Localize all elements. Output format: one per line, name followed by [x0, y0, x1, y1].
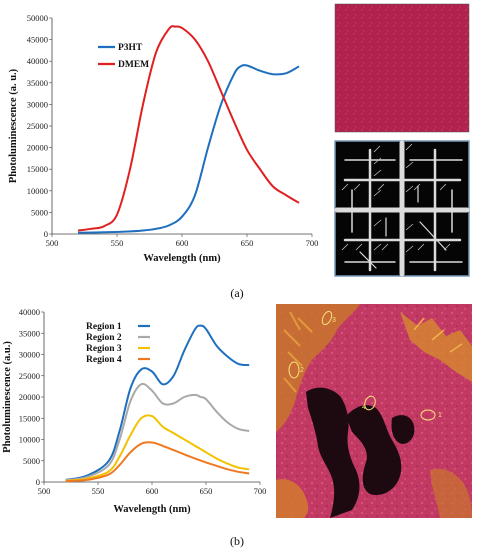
x-tick-label: 700 [306, 238, 319, 248]
x-tick-label: 550 [92, 486, 105, 496]
y-tick-label: 15000 [19, 413, 40, 423]
roi-1-ellipse [420, 409, 436, 421]
y-tick-label: 5000 [23, 456, 40, 466]
chart-a-legend: P3HT DMEM [98, 43, 149, 70]
y-tick-label: 10000 [27, 186, 48, 196]
legend-label-1: P3HT [118, 43, 143, 53]
legend-label-1: Region 1 [86, 322, 122, 332]
series-line-1 [65, 324, 250, 481]
panel-a-label: (a) [230, 286, 243, 300]
series-line-2 [65, 382, 250, 482]
series-line-2 [77, 25, 300, 232]
x-tick-label: 650 [200, 486, 213, 496]
x-axis-label: Wavelength (nm) [113, 504, 191, 515]
legend-label-2: DMEM [118, 60, 149, 70]
chart-b: 0 5000 10000 15000 20000 25000 30000 35000 40000… [2, 307, 266, 515]
x-tick-label: 600 [176, 238, 189, 248]
y-axis-label: Photoluminescence (a. u.) [8, 68, 19, 183]
series-line-1 [77, 64, 300, 234]
roi-1-label: 1 [438, 412, 442, 419]
x-tick-label: 700 [254, 486, 267, 496]
y-tick-label: 25000 [19, 371, 40, 381]
y-tick-label: 0 [44, 229, 48, 239]
x-tick-label: 550 [111, 238, 124, 248]
chart-a: 0 5000 10000 15000 20000 25000 30000 35000 40000… [8, 13, 318, 264]
x-tick-label: 500 [46, 238, 59, 248]
series-line-4 [65, 441, 250, 483]
y-tick-label: 5000 [31, 207, 48, 217]
y-tick-label: 10000 [19, 435, 40, 445]
micrograph-a-top [334, 3, 470, 133]
roi-3-label: 3 [332, 317, 336, 324]
chart-a-series [77, 25, 300, 234]
x-axis-label: Wavelength (nm) [143, 253, 221, 264]
y-tick-label: 25000 [27, 121, 48, 131]
roi-2-ellipse [288, 361, 300, 379]
chart-b-series [65, 324, 250, 483]
chart-a-axes: 0 5000 10000 15000 20000 25000 30000 35000 40000… [8, 13, 318, 264]
y-tick-label: 50000 [27, 13, 48, 23]
roi-2-label: 2 [300, 367, 304, 374]
series-line-3 [65, 414, 250, 482]
y-tick-label: 15000 [27, 164, 48, 174]
y-tick-label: 40000 [19, 307, 40, 317]
roi-3-ellipse [321, 310, 333, 326]
micrograph-a-bottom [334, 140, 470, 277]
x-tick-label: 600 [146, 486, 159, 496]
y-tick-label: 35000 [19, 328, 40, 338]
chart-b-axes: 0 5000 10000 15000 20000 25000 30000 35000 40000… [2, 307, 266, 515]
x-tick-label: 500 [38, 486, 51, 496]
y-tick-label: 30000 [27, 99, 48, 109]
y-tick-label: 35000 [27, 78, 48, 88]
y-tick-label: 30000 [19, 350, 40, 360]
legend-label-2: Region 2 [86, 333, 122, 343]
x-tick-label: 650 [241, 238, 254, 248]
y-tick-label: 20000 [27, 143, 48, 153]
legend-label-4: Region 4 [86, 355, 122, 365]
y-tick-label: 45000 [27, 35, 48, 45]
y-tick-label: 40000 [27, 56, 48, 66]
roi-4-label: 4 [362, 404, 366, 411]
panel-b-label: (b) [230, 534, 244, 548]
legend-label-3: Region 3 [86, 344, 122, 354]
roi-4-ellipse [364, 395, 376, 411]
micrograph-b: 1 2 3 4 [276, 304, 472, 518]
y-axis-label: Photoluminescence (a.u.) [2, 341, 13, 453]
y-tick-label: 0 [36, 477, 40, 487]
y-tick-label: 20000 [19, 392, 40, 402]
